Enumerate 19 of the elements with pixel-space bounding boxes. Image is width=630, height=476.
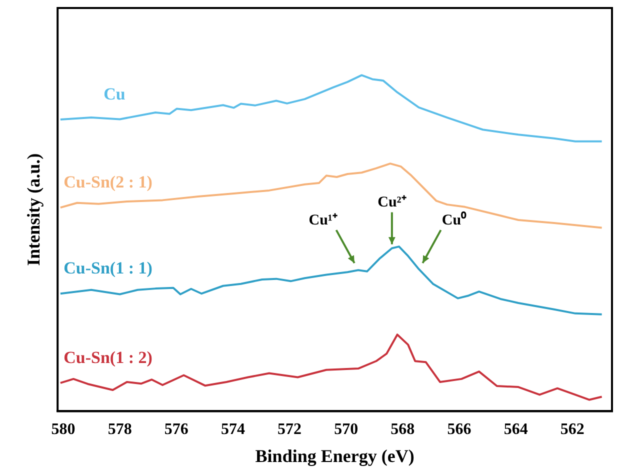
series-label: Cu-Sn(2 : 1) <box>64 172 152 192</box>
y-axis-title: Intensity (a.u.) <box>23 153 44 266</box>
x-tick-label: 564 <box>504 420 528 438</box>
series-label: Cu-Sn(1 : 2) <box>64 348 152 367</box>
x-tick-label: 562 <box>560 420 584 438</box>
x-tick-label: 580 <box>51 420 76 438</box>
x-tick-label: 570 <box>334 420 358 438</box>
annotation: Cu⁰ <box>442 210 468 228</box>
series-label: Cu-Sn(1 : 1) <box>64 258 152 278</box>
annotation: Cu²⁺ <box>378 194 406 211</box>
x-tick-label: 568 <box>390 420 415 438</box>
x-tick-label: 576 <box>164 420 188 438</box>
x-tick-label: 578 <box>108 420 132 438</box>
x-tick-label: 566 <box>447 420 472 438</box>
series-label: Cu <box>104 84 126 104</box>
annotation: Cu¹⁺ <box>308 212 338 228</box>
x-axis-title: Binding Energy (eV) <box>255 446 414 466</box>
x-tick-label: 574 <box>220 420 245 438</box>
x-tick-label: 572 <box>278 420 302 438</box>
